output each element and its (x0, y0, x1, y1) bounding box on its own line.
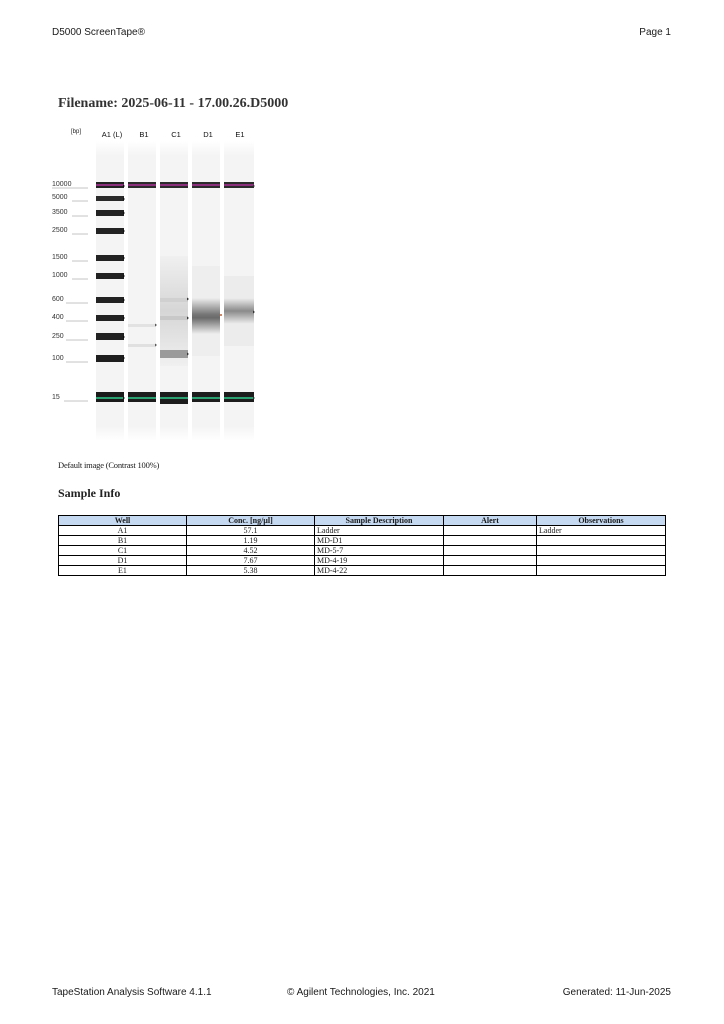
sample-info-table: Well Conc. [ng/µl] Sample Description Al… (58, 515, 666, 576)
cell-observations (536, 565, 666, 576)
footer-software: TapeStation Analysis Software 4.1.1 (52, 987, 212, 998)
cell-well: B1 (58, 535, 187, 546)
cell-description: Ladder (314, 525, 444, 536)
cell-alert (443, 545, 537, 556)
gel-lane-a1 (96, 141, 125, 441)
size-label: 2500 (52, 227, 68, 234)
gel-lane-b1 (128, 141, 157, 441)
footer-copyright: © Agilent Technologies, Inc. 2021 (287, 987, 435, 998)
cell-conc: 1.19 (186, 535, 315, 546)
cell-description: MD-4-19 (314, 555, 444, 566)
size-label: 1000 (52, 272, 68, 279)
column-header-well: Well (58, 515, 187, 526)
lane-label-e1: E1 (235, 130, 244, 139)
cell-well: A1 (58, 525, 187, 536)
column-header-description: Sample Description (314, 515, 444, 526)
gel-caption: Default image (Contrast 100%) (58, 460, 160, 470)
size-label: 10000 (52, 181, 72, 188)
table-row: E1 5.38 MD-4-22 (58, 565, 666, 576)
bp-unit-label: [bp] (71, 129, 81, 135)
size-label: 5000 (52, 194, 68, 201)
lane-label-d1: D1 (203, 130, 213, 139)
column-header-conc: Conc. [ng/µl] (186, 515, 315, 526)
filename-heading: Filename: 2025-06-11 - 17.00.26.D5000 (58, 96, 289, 111)
lane-label-b1: B1 (139, 130, 148, 139)
cell-conc: 5.38 (186, 565, 315, 576)
size-label: 400 (52, 314, 64, 321)
cell-observations (536, 545, 666, 556)
table-header-row: Well Conc. [ng/µl] Sample Description Al… (58, 515, 666, 526)
column-header-observations: Observations (536, 515, 666, 526)
page-number: Page 1 (639, 27, 671, 38)
cell-alert (443, 525, 537, 536)
cell-alert (443, 555, 537, 566)
footer-generated: Generated: 11-Jun-2025 (562, 987, 671, 998)
size-label: 100 (52, 355, 64, 362)
column-header-alert: Alert (443, 515, 537, 526)
table-row: B1 1.19 MD-D1 (58, 535, 666, 546)
lane-label-c1: C1 (171, 130, 181, 139)
cell-description: MD-D1 (314, 535, 444, 546)
size-label: 15 (52, 394, 60, 401)
cell-observations (536, 535, 666, 546)
size-labels: 10000 5000 3500 2500 1500 1000 600 400 2… (52, 181, 72, 401)
document-title: D5000 ScreenTape® (52, 27, 145, 38)
cell-observations (536, 555, 666, 566)
cell-observations: Ladder (536, 525, 666, 536)
cell-well: E1 (58, 565, 187, 576)
size-label: 1500 (52, 254, 68, 261)
size-label: 3500 (52, 209, 68, 216)
table-row: D1 7.67 MD-4-19 (58, 555, 666, 566)
cell-alert (443, 535, 537, 546)
table-row: A1 57.1 Ladder Ladder (58, 525, 666, 536)
size-label: 600 (52, 296, 64, 303)
lane-label-a1: A1 (L) (102, 130, 123, 139)
cell-conc: 4.52 (186, 545, 315, 556)
cell-well: C1 (58, 545, 187, 556)
cell-well: D1 (58, 555, 187, 566)
table-row: C1 4.52 MD-5-7 (58, 545, 666, 556)
size-label: 250 (52, 333, 64, 340)
cell-description: MD-4-22 (314, 565, 444, 576)
sample-info-title: Sample Info (58, 486, 121, 500)
cell-alert (443, 565, 537, 576)
gel-lane-d1 (192, 141, 222, 441)
cell-conc: 57.1 (186, 525, 315, 536)
cell-description: MD-5-7 (314, 545, 444, 556)
gel-lane-c1 (160, 141, 189, 441)
lane-labels: A1 (L) B1 C1 D1 E1 (102, 130, 245, 139)
gel-image: [bp] A1 (L) B1 C1 D1 E1 10000 5000 3500 … (52, 129, 255, 441)
gel-lane-e1 (224, 141, 255, 441)
cell-conc: 7.67 (186, 555, 315, 566)
